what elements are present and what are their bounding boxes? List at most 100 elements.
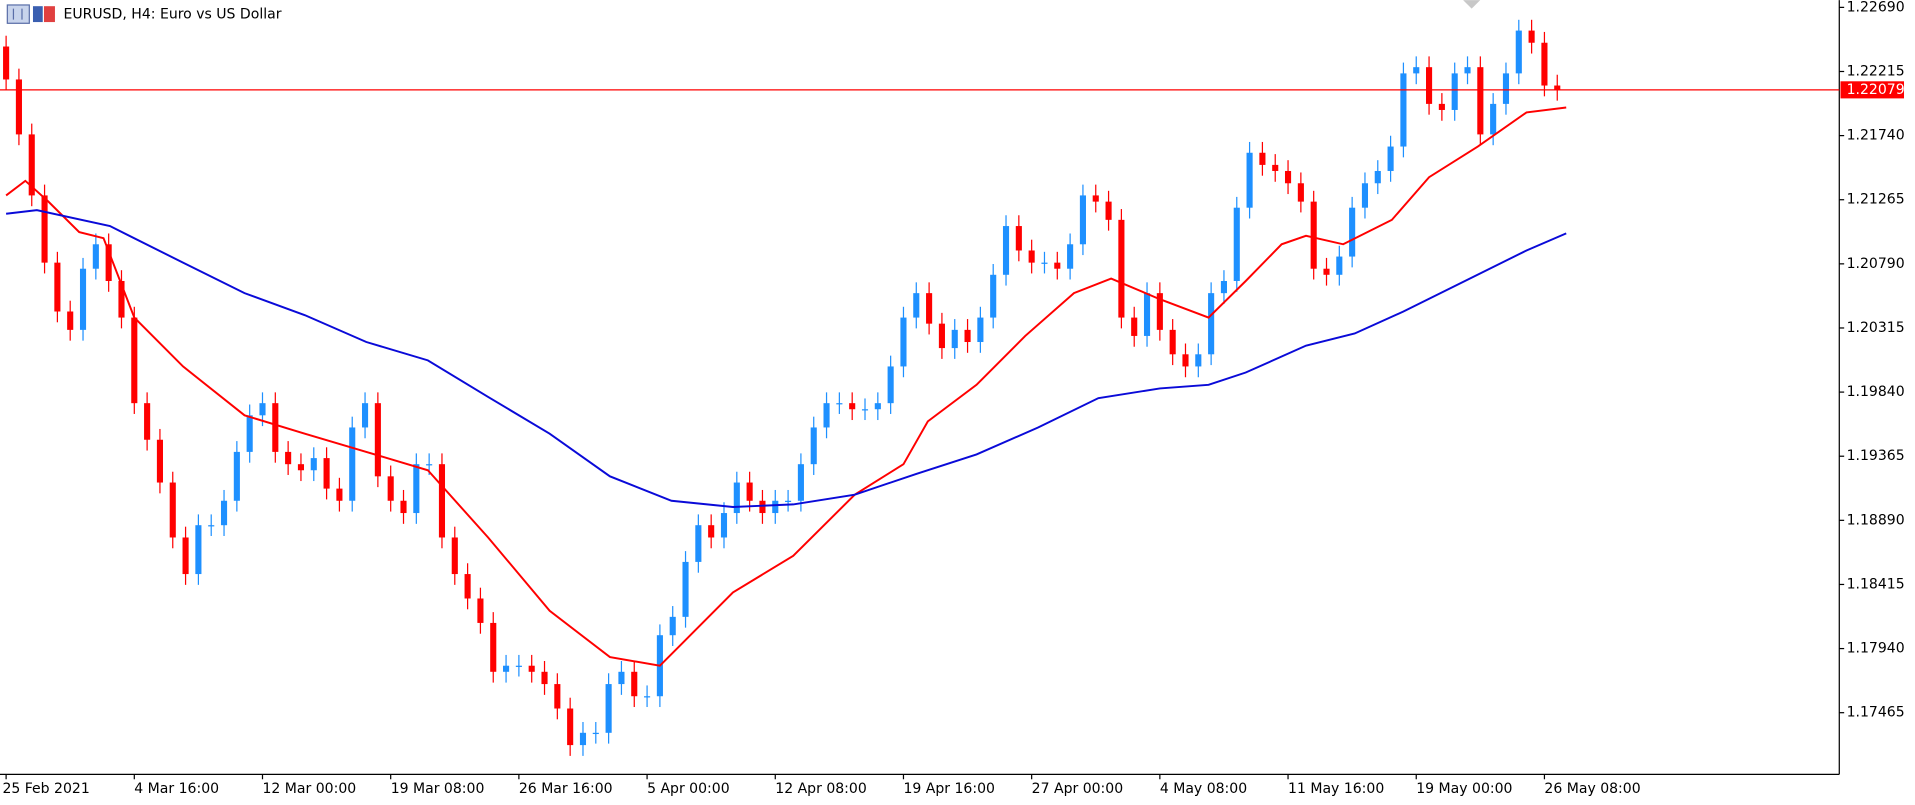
candle-body — [567, 708, 574, 746]
x-tick-label: 26 Mar 16:00 — [519, 781, 613, 797]
candle-body — [1297, 183, 1304, 202]
candle-body — [336, 488, 343, 501]
candle-body — [1233, 207, 1240, 281]
candle-body — [964, 329, 971, 343]
bid-label: 1.22079 — [1847, 82, 1905, 98]
candle-body — [1079, 195, 1086, 245]
candle-body — [426, 464, 433, 466]
candle-body — [618, 671, 625, 685]
y-tick-label: 1.19365 — [1847, 448, 1905, 464]
candle-body — [1015, 226, 1022, 251]
x-tick-label: 4 Mar 16:00 — [134, 781, 219, 797]
y-tick-label: 1.20315 — [1847, 320, 1905, 336]
candle-body — [464, 574, 471, 599]
candle-body — [297, 464, 305, 471]
y-tick-label: 1.21265 — [1847, 192, 1905, 208]
candle-body — [1554, 85, 1561, 90]
candle-body — [1387, 146, 1394, 171]
candle-body — [387, 476, 394, 501]
candle-body — [990, 274, 997, 318]
candle-body — [41, 195, 48, 263]
candle-body — [310, 458, 317, 471]
candle-body — [400, 500, 407, 514]
candle-body — [772, 500, 779, 514]
candle-body — [823, 403, 830, 428]
candle-body — [1208, 293, 1215, 355]
candle-body — [349, 427, 356, 501]
y-tick-label: 1.22690 — [1847, 0, 1905, 15]
candle-body — [15, 79, 22, 135]
x-tick-label: 11 May 16:00 — [1288, 781, 1384, 797]
candle-body — [631, 671, 638, 697]
candle-body — [144, 403, 151, 440]
candle-body — [1118, 219, 1125, 318]
icon — [6, 4, 30, 24]
candle-body — [900, 317, 907, 367]
candle-body — [849, 403, 856, 410]
candle-body — [1323, 268, 1330, 275]
candle-body — [1169, 329, 1176, 355]
candle-body — [1310, 201, 1317, 269]
candle-body — [1220, 280, 1228, 294]
candle-body — [1182, 354, 1189, 367]
x-tick-label: 19 Apr 16:00 — [903, 781, 994, 797]
y-tick-label: 1.17940 — [1847, 641, 1905, 657]
candle-body — [118, 280, 125, 318]
candle-body — [490, 622, 497, 672]
candle-body — [28, 134, 35, 196]
candle-body — [1349, 207, 1356, 257]
candle-body — [579, 732, 587, 746]
candle-body — [1067, 244, 1074, 269]
moving-average — [5, 106, 1567, 667]
x-tick-label: 4 May 08:00 — [1160, 781, 1247, 797]
candle-body — [1272, 164, 1279, 171]
candle-body — [1451, 73, 1458, 110]
candle-body — [361, 403, 369, 428]
candle-body — [169, 482, 176, 538]
candle-body — [759, 500, 766, 514]
candle-body — [79, 268, 87, 330]
y-tick-label: 1.20790 — [1847, 256, 1905, 272]
candle-body — [413, 464, 420, 514]
candle-body — [67, 311, 74, 330]
candle-body — [259, 403, 266, 416]
candle-body — [708, 525, 715, 538]
candle-body — [1195, 354, 1202, 367]
candle-body — [785, 500, 792, 502]
candle-body — [1156, 293, 1163, 330]
candle-body — [1092, 195, 1099, 202]
candle-body — [746, 482, 753, 501]
candle-body — [54, 262, 61, 312]
candle-body — [592, 732, 599, 735]
candle-body — [1528, 30, 1535, 43]
candle-body — [874, 403, 881, 410]
candle-body — [1413, 67, 1420, 74]
chart-title: EURUSD, H4: Euro vs US Dollar — [64, 7, 282, 23]
candle-body — [1284, 170, 1292, 184]
candle-body — [323, 458, 330, 489]
x-tick-label: 27 Apr 00:00 — [1032, 781, 1123, 797]
candle-body — [182, 537, 189, 575]
candle-body — [1105, 201, 1112, 220]
candle-body — [208, 525, 215, 527]
moving-average — [5, 209, 1567, 508]
candle-body — [246, 415, 253, 452]
x-tick-label: 19 Mar 08:00 — [391, 781, 485, 797]
candle-body — [1541, 42, 1548, 86]
candle-body — [233, 451, 240, 501]
candle-body — [3, 46, 10, 80]
candle-body — [1041, 262, 1048, 264]
candle-body — [926, 293, 933, 324]
y-tick-label: 1.21740 — [1847, 128, 1905, 144]
candle-body — [1477, 67, 1484, 135]
y-tick-label: 1.19840 — [1847, 384, 1905, 400]
candle-body — [720, 513, 728, 538]
candle-body — [1143, 293, 1151, 336]
bid-label-box — [1840, 81, 1905, 99]
candle-body — [669, 616, 676, 636]
candle-body — [644, 696, 651, 698]
candle-body — [951, 329, 958, 349]
